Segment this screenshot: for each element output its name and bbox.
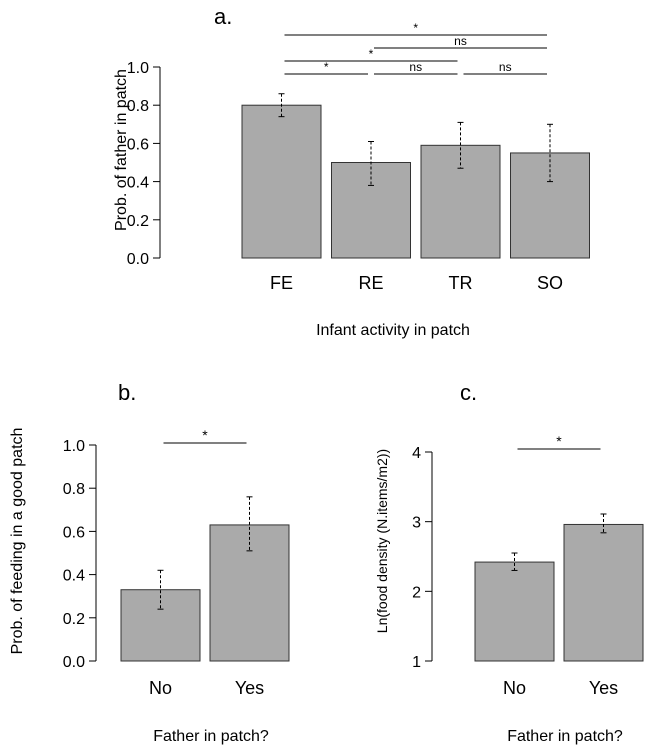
x-tick-label: SO [537, 273, 563, 293]
panel-c: c. Ln(food density (N.items/m2)) Father … [374, 380, 643, 745]
y-tick-label: 0.4 [127, 175, 149, 192]
y-tick-label: 2 [412, 584, 421, 601]
significance-label: * [413, 21, 418, 35]
bar-tr [421, 145, 500, 258]
significance-label: * [202, 427, 208, 443]
y-tick-label: 0.8 [63, 481, 85, 498]
y-tick-label: 0.2 [127, 213, 149, 230]
panel-b-xlabel: Father in patch? [153, 728, 269, 745]
x-tick-label: No [149, 678, 172, 698]
significance-label: ns [499, 60, 512, 74]
y-tick-label: 0.2 [63, 611, 85, 628]
significance-brackets: * ns * * ns ns [285, 21, 548, 74]
significance-label: ns [409, 60, 422, 74]
panel-a-y-axis: 0.0 0.2 0.4 0.6 0.8 1.0 [127, 60, 160, 268]
bar-fe [242, 105, 321, 258]
panel-b-y-axis: 0.0 0.2 0.4 0.6 0.8 1.0 [63, 438, 96, 671]
x-tick-label: RE [358, 273, 383, 293]
panel-c-ylabel: Ln(food density (N.items/m2)) [374, 449, 390, 633]
y-tick-label: 0.0 [127, 251, 149, 268]
bar-so [511, 153, 590, 258]
x-tick-label: Yes [235, 678, 264, 698]
significance-label: * [369, 47, 374, 61]
panel-b: b. Prob. of feeding in a good patch Fath… [9, 380, 289, 745]
y-tick-label: 3 [412, 515, 421, 532]
significance-label: * [556, 433, 562, 449]
significance-label: ns [454, 34, 467, 48]
panel-c-xlabel: Father in patch? [507, 728, 623, 745]
panel-c-label: c. [460, 380, 477, 405]
x-tick-label: FE [270, 273, 293, 293]
y-tick-label: 1.0 [127, 60, 149, 77]
y-tick-label: 0.6 [127, 136, 149, 153]
bar-no [475, 562, 554, 661]
y-tick-label: 4 [412, 445, 421, 462]
panel-c-y-axis: 1 2 3 4 [412, 445, 432, 671]
y-tick-label: 0.8 [127, 98, 149, 115]
significance-brackets: * [518, 433, 601, 449]
y-tick-label: 0.0 [63, 654, 85, 671]
x-tick-label: Yes [589, 678, 618, 698]
significance-label: * [324, 60, 329, 74]
y-tick-label: 0.6 [63, 524, 85, 541]
x-tick-label: TR [449, 273, 473, 293]
y-tick-label: 1.0 [63, 438, 85, 455]
panel-a-label: a. [214, 4, 232, 29]
significance-brackets: * [164, 427, 247, 443]
bar-yes [564, 524, 643, 661]
panel-b-ylabel: Prob. of feeding in a good patch [9, 428, 26, 655]
bar-yes [210, 525, 289, 661]
panel-a-xlabel: Infant activity in patch [316, 322, 470, 339]
x-tick-label: No [503, 678, 526, 698]
y-tick-label: 1 [412, 654, 421, 671]
y-tick-label: 0.4 [63, 568, 85, 585]
panel-b-label: b. [118, 380, 136, 405]
panel-a: a. Prob. of father in patch Infant activ… [113, 4, 590, 339]
